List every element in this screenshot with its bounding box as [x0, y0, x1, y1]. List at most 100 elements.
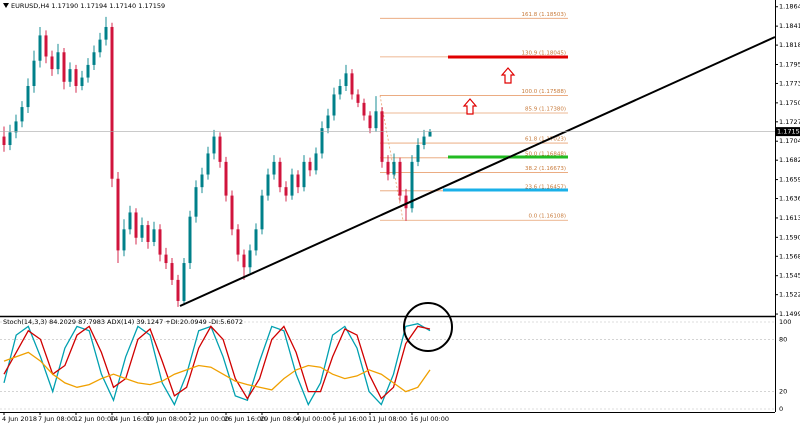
- y-tick-label: 1.15680: [779, 252, 800, 260]
- candle-body: [38, 35, 42, 61]
- x-tick-label: 29 Jun 08:00: [260, 415, 301, 423]
- candle-body: [104, 26, 108, 40]
- candle-body: [68, 69, 72, 82]
- x-tick-label: 19 Jun 08:00: [146, 415, 187, 423]
- y-tick-label: 1.18640: [779, 3, 800, 11]
- candle-body: [200, 174, 204, 188]
- candle-body: [242, 254, 246, 268]
- candle-body: [314, 153, 318, 171]
- y-tick-label: 1.15225: [779, 291, 800, 299]
- candle-body: [32, 60, 36, 86]
- trendline: [179, 36, 776, 307]
- up-arrow: [462, 98, 478, 115]
- indicator-title: Stoch(14,3,3) 84.2029 87.7983 ADX(14) 39…: [3, 318, 243, 326]
- candle-body: [8, 132, 12, 146]
- x-tick-label: 26 Jun 16:00: [224, 415, 265, 423]
- candle-body: [350, 73, 354, 95]
- y-tick-label: 100: [779, 318, 791, 326]
- candle-body: [260, 195, 264, 230]
- candle-body: [14, 121, 18, 133]
- candle-body: [212, 136, 216, 154]
- x-tick-label: 4 Jun 2018: [2, 415, 37, 423]
- y-tick-label: 1.16365: [779, 195, 800, 203]
- candle-body: [332, 94, 336, 116]
- candle-body: [182, 263, 186, 301]
- candle-body: [122, 229, 126, 251]
- y-tick-label: 20: [779, 388, 787, 396]
- x-tick-label: 11 Jul 08:00: [368, 415, 407, 423]
- candle-body: [362, 102, 366, 116]
- y-tick-label: 1.15905: [779, 233, 800, 241]
- candles: [2, 16, 432, 307]
- candle-body: [296, 174, 300, 188]
- y-tick-label: 1.16135: [779, 214, 800, 222]
- candle-body: [164, 254, 168, 264]
- fib-label: 130.9 (1.18045): [521, 50, 566, 56]
- up-arrow: [500, 67, 516, 84]
- candle-body: [44, 35, 48, 57]
- candle-body: [26, 85, 30, 108]
- candle-body: [224, 161, 228, 196]
- candle-body: [56, 52, 60, 70]
- highlight-circle: [403, 302, 453, 352]
- x-tick-label: 16 Jul 00:00: [410, 415, 449, 423]
- candle-body: [266, 174, 270, 196]
- y-tick-label: 1.18185: [779, 41, 800, 49]
- candle-body: [410, 161, 414, 209]
- candle-body: [386, 161, 390, 175]
- candle-body: [428, 131, 432, 137]
- fib-label: 38.2 (1.16673): [525, 166, 566, 172]
- candle-body: [170, 263, 174, 280]
- candle-body: [206, 153, 210, 175]
- x-tick-label: 22 Jun 00:00: [188, 415, 229, 423]
- candle-body: [116, 178, 120, 251]
- y-tick-label: 1.17045: [779, 137, 800, 145]
- candle-body: [248, 250, 252, 268]
- y-tick-label: 1.16820: [779, 156, 800, 164]
- indicator-line: [3, 323, 431, 407]
- fib-label: 50.0 (1.16848): [525, 151, 566, 157]
- x-tick-label: 7 Jun 08:00: [38, 415, 75, 423]
- y-tick-label: 0: [779, 405, 783, 413]
- candle-body: [188, 216, 192, 264]
- last-price-label: 1.17159: [777, 128, 800, 136]
- indicator-line: [3, 325, 431, 400]
- candle-body: [62, 52, 66, 82]
- candle-body: [50, 56, 54, 70]
- candle-body: [302, 161, 306, 188]
- candle-body: [272, 161, 276, 175]
- x-tick-label: 4 Jul 00:00: [296, 415, 331, 423]
- candle-body: [128, 212, 132, 230]
- y-tick-label: 80: [779, 335, 787, 343]
- candle-body: [254, 229, 258, 251]
- candle-body: [194, 187, 198, 217]
- fib-label: 0.0 (1.16108): [528, 214, 566, 220]
- candle-body: [308, 161, 312, 171]
- candle-body: [98, 39, 102, 53]
- candle-body: [146, 225, 150, 242]
- candle-body: [86, 64, 90, 78]
- candle-body: [398, 161, 402, 196]
- chart-title: EURUSD,H4 1.17190 1.17194 1.17140 1.1715…: [11, 2, 165, 10]
- candle-body: [2, 136, 6, 146]
- candle-body: [290, 174, 294, 196]
- candle-body: [74, 69, 78, 86]
- fib-label: 161.8 (1.18503): [521, 12, 566, 18]
- candle-body: [218, 136, 222, 162]
- candle-body: [140, 225, 144, 238]
- candle-body: [152, 229, 156, 242]
- x-tick-label: 6 Jul 16:00: [332, 415, 367, 423]
- candle-body: [236, 229, 240, 255]
- candle-body: [344, 73, 348, 86]
- menu-icon: [3, 3, 9, 8]
- candle-body: [374, 111, 378, 129]
- candle-body: [380, 111, 384, 162]
- candle-body: [326, 115, 330, 129]
- last-price-box: [776, 127, 800, 137]
- candle-body: [416, 145, 420, 162]
- candle-body: [392, 161, 396, 175]
- fib-anchor: [379, 95, 404, 221]
- fib-label: 85.9 (1.17380): [525, 106, 566, 112]
- candle-body: [338, 85, 342, 95]
